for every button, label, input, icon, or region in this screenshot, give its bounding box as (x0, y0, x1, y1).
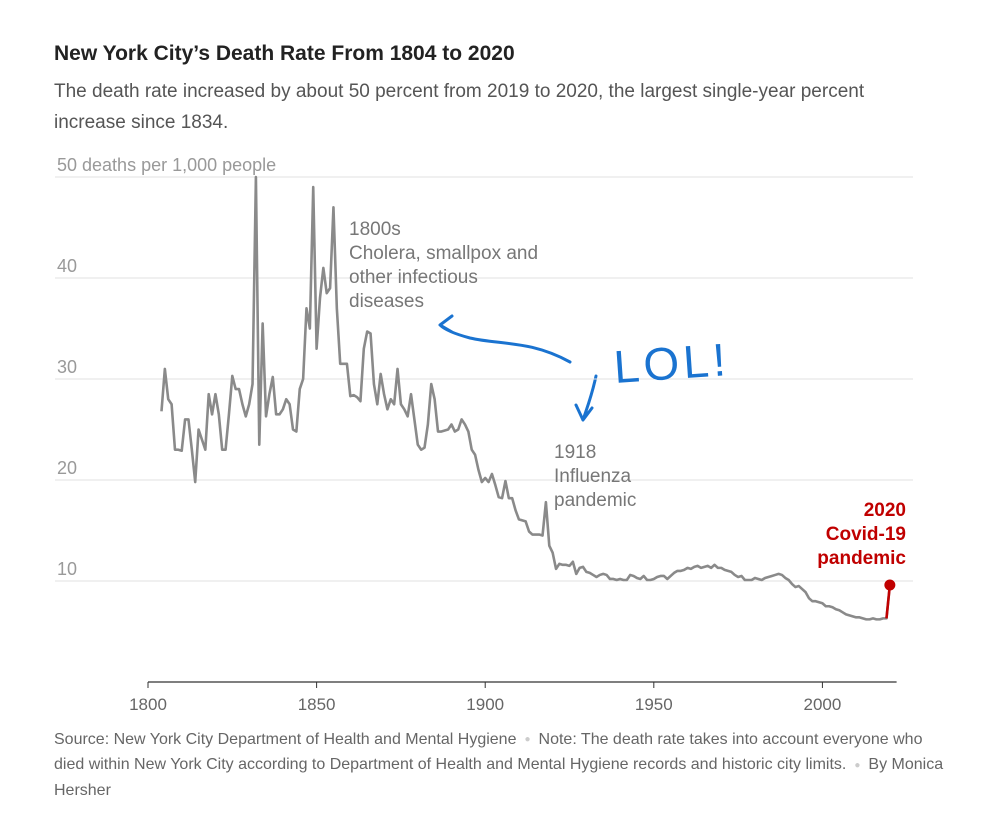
line (160, 175, 892, 621)
x-tick-label: 1900 (466, 695, 504, 714)
annotation: diseases (349, 291, 424, 312)
source: Source: New York City Department of Heal… (54, 731, 517, 748)
x-tick-label: 1800 (129, 695, 167, 714)
chart-title: New York City’s Death Rate From 1804 to … (54, 42, 515, 65)
byline: By Monica Hersher (54, 756, 944, 799)
footer: Source: New York City Department of Heal… (54, 727, 954, 803)
x-tick-label: 1950 (635, 695, 673, 714)
handwritten-note: LOL! (612, 333, 731, 393)
separator: ● (524, 734, 531, 746)
y-tick-label: 50 deaths per 1,000 people (57, 155, 276, 175)
annotation: 2020 (864, 500, 906, 521)
annotation: 1800s (349, 219, 401, 240)
note: Note: The death rate takes into account … (54, 731, 923, 774)
annotation: pandemic (554, 490, 636, 511)
chart: 10 20 30 40 50 deaths per 1,000 people 1800 18… (55, 155, 913, 714)
annotation: other infectious (349, 267, 478, 288)
y-tick-label: 40 (57, 256, 77, 276)
annotation: Cholera, smallpox and (349, 243, 538, 264)
highlight-segment (885, 584, 892, 619)
separator: ● (854, 759, 861, 771)
annotation: Covid-19 (826, 524, 906, 545)
chart-subtitle: The death rate increased by about 50 per… (54, 81, 865, 133)
hand-arrow (574, 374, 598, 422)
annotation: pandemic (817, 548, 906, 569)
annotation: Influenza (554, 466, 632, 487)
annotation: 1918 (554, 442, 596, 463)
hand-arrow (438, 314, 572, 364)
highlight-point (884, 579, 896, 591)
y-tick-label: 10 (57, 559, 77, 579)
y-tick-label: 30 (57, 357, 77, 377)
y-tick-label: 20 (57, 458, 77, 478)
x-tick-label: 2000 (804, 695, 842, 714)
x-tick-label: 1850 (298, 695, 336, 714)
